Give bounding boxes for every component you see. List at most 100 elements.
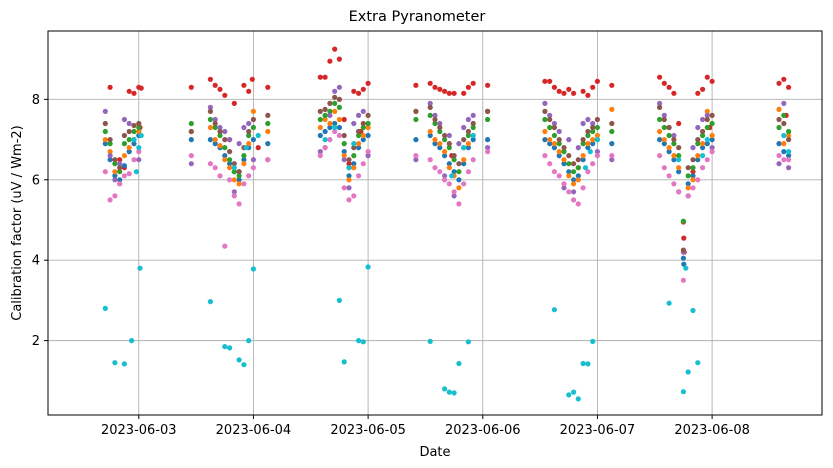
data-point (580, 137, 586, 143)
data-point (609, 128, 615, 135)
data-point (250, 116, 256, 123)
data-point (566, 137, 572, 143)
data-point (580, 157, 586, 163)
data-point (327, 124, 333, 131)
data-point (580, 153, 586, 159)
data-point (126, 128, 132, 135)
data-point (676, 189, 682, 195)
data-point (356, 338, 362, 344)
data-point (676, 157, 682, 163)
data-point (585, 141, 591, 147)
data-point (317, 108, 323, 114)
data-point (781, 157, 787, 163)
data-point (609, 141, 615, 147)
data-point (121, 153, 127, 159)
data-point (437, 128, 443, 135)
data-point (571, 90, 577, 96)
data-point (571, 169, 577, 175)
data-point (365, 80, 371, 86)
data-point (107, 197, 113, 203)
data-point (322, 74, 328, 80)
data-point (236, 169, 242, 175)
data-point (341, 157, 347, 163)
data-point (700, 128, 706, 135)
data-point (356, 112, 362, 118)
data-point (136, 120, 142, 127)
data-point (246, 173, 252, 179)
data-point (575, 173, 581, 179)
data-point (456, 185, 462, 191)
data-point (556, 128, 562, 135)
data-point (250, 124, 256, 131)
data-point (704, 137, 710, 143)
data-point (265, 157, 271, 163)
data-point (580, 141, 586, 147)
data-point (666, 132, 672, 139)
data-point (704, 108, 710, 114)
data-point (102, 169, 108, 175)
data-point (680, 218, 687, 224)
data-point (700, 165, 706, 171)
data-point (695, 137, 701, 143)
data-point (666, 145, 672, 151)
data-point (117, 177, 123, 183)
data-point (681, 261, 687, 267)
data-point (690, 177, 696, 183)
data-point (561, 149, 567, 155)
data-point (442, 173, 448, 179)
data-point (456, 201, 462, 207)
data-point (556, 153, 562, 159)
x-tick-label: 2023-06-08 (674, 423, 750, 438)
data-point (212, 124, 218, 131)
data-point (243, 145, 249, 151)
data-point (690, 165, 696, 171)
data-point (666, 149, 672, 155)
data-point (107, 141, 113, 147)
data-point (587, 149, 593, 155)
data-point (657, 74, 663, 80)
data-point (102, 108, 108, 114)
data-point (365, 112, 371, 118)
data-point (265, 141, 271, 147)
data-point (690, 157, 696, 163)
data-point (365, 124, 371, 131)
x-tick-label: 2023-06-04 (216, 423, 292, 438)
data-point (704, 112, 710, 118)
data-point (685, 165, 691, 171)
data-point (566, 189, 572, 195)
data-point (255, 132, 261, 139)
data-point (485, 108, 491, 114)
data-point (332, 124, 338, 131)
data-point (461, 161, 467, 167)
data-point (102, 137, 108, 143)
data-point (356, 90, 362, 96)
data-point (561, 157, 567, 163)
data-point (222, 153, 228, 159)
data-point (700, 153, 706, 159)
data-point (451, 157, 457, 163)
data-point (346, 173, 352, 179)
data-point (571, 177, 577, 183)
data-point (265, 128, 271, 135)
data-point (776, 161, 782, 167)
data-point (657, 137, 663, 143)
data-point (241, 153, 247, 159)
data-point (437, 86, 443, 92)
data-point (695, 157, 701, 163)
data-point (456, 177, 462, 183)
plot-area-frame (47, 30, 823, 416)
data-point (666, 124, 672, 131)
data-point (776, 124, 782, 131)
data-point (676, 120, 682, 127)
data-point (695, 177, 701, 183)
data-point (566, 392, 572, 398)
data-point (700, 116, 706, 123)
data-point (131, 157, 137, 163)
data-point (427, 104, 433, 110)
data-point (465, 84, 471, 90)
data-point (236, 173, 242, 179)
data-point (121, 116, 127, 123)
data-point (207, 76, 213, 82)
data-point (131, 128, 137, 135)
